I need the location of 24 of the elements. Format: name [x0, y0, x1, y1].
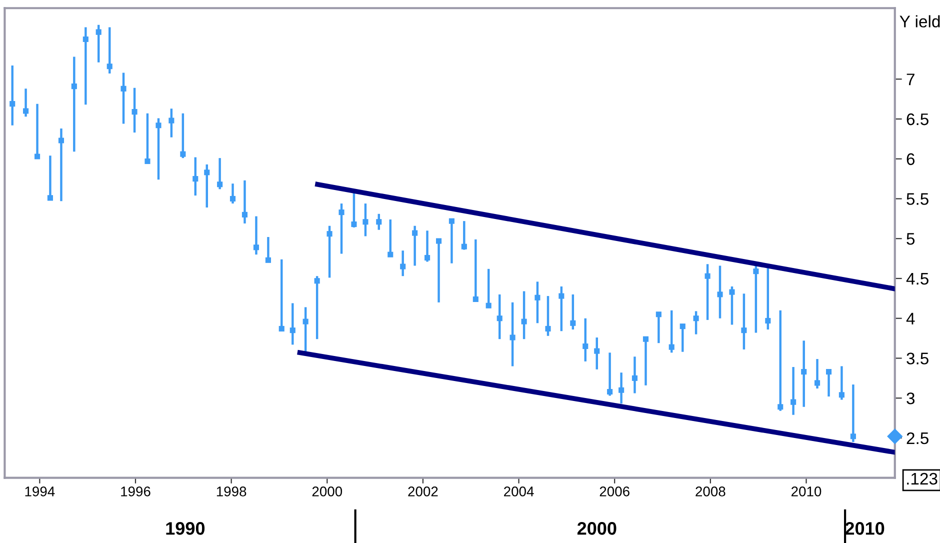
text: .123: [907, 472, 938, 485]
x-tick-label: 1994: [25, 486, 55, 496]
y-tick-label: 2.5: [906, 432, 928, 444]
text: 2000: [577, 522, 616, 535]
y-tick-label: 7: [906, 74, 914, 86]
y-tick-label: 5.5: [906, 193, 928, 205]
x-tick-label: 2004: [504, 486, 534, 496]
text: 2010: [845, 522, 884, 535]
x-tick-label: 2010: [791, 486, 822, 496]
x-tick-label: 2008: [696, 486, 726, 496]
y-tick-label: 6: [906, 153, 915, 166]
y-tick-label: 4: [906, 312, 915, 324]
y-tick-label: 3.5: [906, 352, 928, 364]
y-tick-label: 4.5: [906, 273, 928, 285]
y-axis-title: Y ield: [900, 15, 940, 28]
y-tick-label: 3: [906, 392, 915, 404]
x-tick-label: 1998: [216, 486, 246, 496]
x-tick-label: 2000: [312, 486, 342, 496]
y-tick-label: 6.5: [906, 113, 928, 126]
y-tick-label: 5: [906, 233, 915, 245]
x-tick-label: 1996: [121, 486, 150, 496]
x-tick-label: 2002: [408, 486, 438, 496]
x-tick-label: 2006: [600, 486, 630, 496]
text: 1990: [166, 522, 205, 535]
